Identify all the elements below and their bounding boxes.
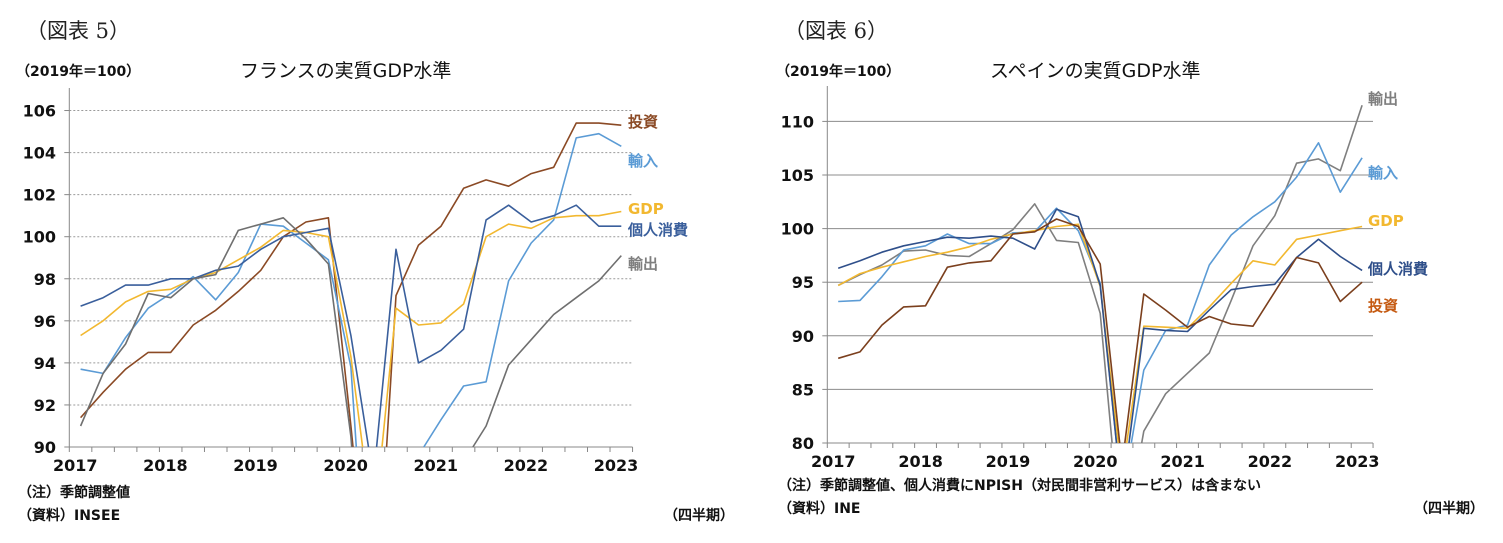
y-tick-label: 90 xyxy=(34,438,56,457)
series-line-1 xyxy=(80,132,622,448)
x-tick-label: 2018 xyxy=(898,452,943,471)
x-tick-label: 2023 xyxy=(594,456,639,475)
y-tick-label: 85 xyxy=(792,380,814,399)
y-tick-label: 90 xyxy=(792,327,814,346)
y-tick-label: 102 xyxy=(23,186,56,205)
x-axis-label: （四半期） xyxy=(1414,500,1484,517)
y-tick-label: 106 xyxy=(23,102,56,121)
series-line-2 xyxy=(80,210,622,448)
series-label: 個人消費 xyxy=(1367,260,1428,278)
chart-title: スペインの実質GDP水準 xyxy=(990,60,1200,82)
series-label: 投資 xyxy=(1368,297,1398,315)
y-tick-label: 92 xyxy=(34,396,56,415)
series-label: 個人消費 xyxy=(627,221,688,239)
series-label: GDP xyxy=(628,200,664,218)
series-label: 輸出 xyxy=(1368,90,1398,108)
y-tick-label: 100 xyxy=(23,228,56,247)
y-tick-label: 94 xyxy=(34,354,56,373)
y-tick-label: 98 xyxy=(34,270,56,289)
series-label: 輸出 xyxy=(628,255,658,273)
chart-title: フランスの実質GDP水準 xyxy=(240,60,451,82)
series-line-4 xyxy=(79,217,622,448)
chart-spain: （図表 6） （2019年＝100） スペインの実質GDP水準 （注）季節調整値… xyxy=(776,19,1484,517)
series-line-0 xyxy=(80,122,622,448)
x-tick-label: 2021 xyxy=(1160,452,1205,471)
x-tick-label: 2020 xyxy=(1073,452,1118,471)
plot-area: 80 85 90 95 100 105 110 2017 2018 2019 2020 2021 202… xyxy=(781,86,1428,471)
series-group xyxy=(837,105,1363,444)
series-group xyxy=(79,122,622,448)
y-tick-label: 80 xyxy=(792,434,814,453)
chart-france: （図表 5） （2019年＝100） フランスの実質GDP水準 （注）季節調整値… xyxy=(16,19,734,524)
y-tick-label: 110 xyxy=(781,112,814,131)
source-text: （資料）INSEE xyxy=(18,507,120,524)
series-label: 輸入 xyxy=(628,152,658,170)
x-tick-label: 2018 xyxy=(143,456,188,475)
y-tick-label: 104 xyxy=(23,144,56,163)
x-tick-label: 2022 xyxy=(504,456,549,475)
x-tick-label: 2022 xyxy=(1248,452,1293,471)
y-tick-label: 95 xyxy=(792,273,814,292)
x-tick-label: 2019 xyxy=(233,456,278,475)
y-tick-label: 100 xyxy=(781,220,814,239)
y-tick-label: 96 xyxy=(34,312,56,331)
series-label: GDP xyxy=(1368,212,1404,230)
series-line-2 xyxy=(837,223,1363,444)
series-line-4 xyxy=(837,218,1363,444)
y-unit-label: （2019年＝100） xyxy=(16,63,140,80)
series-label: 輸入 xyxy=(1368,164,1398,182)
x-tick-label: 2023 xyxy=(1335,452,1380,471)
x-axis-label: （四半期） xyxy=(664,507,734,524)
figure-label: （図表 5） xyxy=(26,19,130,43)
plot-area: 90 92 94 96 98 100 102 104 106 2017 2018 2019 2020 20… xyxy=(23,88,688,475)
series-label: 投資 xyxy=(628,113,658,131)
series-line-3 xyxy=(837,208,1363,444)
figure-label: （図表 6） xyxy=(784,19,888,43)
x-tick-label: 2020 xyxy=(323,456,368,475)
x-tick-label: 2017 xyxy=(811,452,856,471)
y-unit-label: （2019年＝100） xyxy=(776,63,900,80)
x-tick-label: 2019 xyxy=(986,452,1031,471)
x-tick-label: 2021 xyxy=(414,456,459,475)
series-line-3 xyxy=(80,204,622,448)
y-tick-label: 105 xyxy=(781,166,814,185)
note-text: （注）季節調整値、個人消費にNPISH（対民間非営利サービス）は含まない xyxy=(778,477,1261,494)
x-tick-label: 2017 xyxy=(53,456,98,475)
source-text: （資料）INE xyxy=(778,500,861,517)
note-text: （注）季節調整値 xyxy=(18,484,130,501)
